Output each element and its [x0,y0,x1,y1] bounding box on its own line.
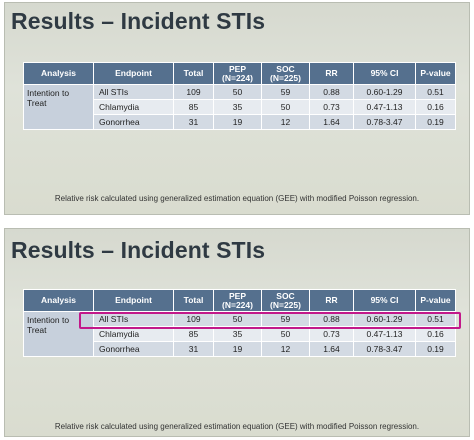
header-total: Total [173,289,214,312]
pep-cell: 35 [213,99,262,115]
header-soc: SOC (N=225) [261,62,310,85]
analysis-cell: Intention to Treat [23,84,94,130]
rr-cell: 0.73 [309,99,354,115]
table-row: Gonorrhea 31 19 12 1.64 0.78-3.47 0.19 [24,114,456,130]
pep-cell: 50 [213,84,262,100]
p-value-cell: 0.51 [415,311,456,327]
p-value-cell: 0.19 [415,114,456,130]
results-table: Analysis Endpoint Total PEP (N=224) SOC (N… [23,289,456,357]
total-cell: 31 [173,114,214,130]
endpoint-cell: All STIs [93,84,174,100]
total-cell: 109 [173,311,214,327]
header-ci: 95% CI [353,289,416,312]
header-rr: RR [309,62,354,85]
soc-cell: 59 [261,84,310,100]
soc-cell: 12 [261,114,310,130]
slide-title: Results – Incident STIs [11,8,266,34]
pep-cell: 19 [213,341,262,357]
slide-1: Results – Incident STIs Analysis Endpoin… [4,2,470,215]
header-analysis: Analysis [23,289,94,312]
soc-cell: 59 [261,311,310,327]
p-value-cell: 0.51 [415,84,456,100]
footnote: Relative risk calculated using generaliz… [54,194,420,203]
soc-cell: 50 [261,99,310,115]
total-cell: 31 [173,341,214,357]
endpoint-cell: Chlamydia [93,99,174,115]
slide-2: Results – Incident STIs Analysis Endpoin… [4,228,470,437]
table-row: Gonorrhea 31 19 12 1.64 0.78-3.47 0.19 [24,341,456,357]
table-row: Intention to Treat All STIs 109 50 59 0.… [23,84,456,130]
endpoint-cell: Gonorrhea [93,114,174,130]
soc-cell: 12 [261,341,310,357]
endpoint-cell: Chlamydia [93,326,174,342]
rr-cell: 1.64 [309,114,354,130]
p-value-cell: 0.19 [415,341,456,357]
rr-cell: 1.64 [309,341,354,357]
table-header-row: Analysis Endpoint Total PEP (N=224) SOC (N… [23,289,456,312]
results-table: Analysis Endpoint Total PEP (N=224) SOC (N… [23,62,456,130]
ci-cell: 0.47-1.13 [353,326,416,342]
ci-cell: 0.47-1.13 [353,99,416,115]
pep-cell: 50 [213,311,262,327]
ci-cell: 0.78-3.47 [353,114,416,130]
table-row: Intention to Treat All STIs 109 50 59 0.… [23,311,456,357]
rr-cell: 0.88 [309,84,354,100]
header-endpoint: Endpoint [93,62,174,85]
header-total: Total [173,62,214,85]
header-pep: PEP (N=224) [213,289,262,312]
header-pep: PEP (N=224) [213,62,262,85]
header-p-value: P-value [415,62,456,85]
endpoint-cell: Gonorrhea [93,341,174,357]
header-analysis: Analysis [23,62,94,85]
total-cell: 109 [173,84,214,100]
header-rr: RR [309,289,354,312]
total-cell: 85 [173,99,214,115]
total-cell: 85 [173,326,214,342]
header-ci: 95% CI [353,62,416,85]
header-p-value: P-value [415,289,456,312]
row-highlight-box [79,312,461,329]
header-soc: SOC (N=225) [261,289,310,312]
analysis-cell: Intention to Treat [23,311,94,357]
table-header-row: Analysis Endpoint Total PEP (N=224) SOC (N… [23,62,456,85]
p-value-cell: 0.16 [415,99,456,115]
ci-cell: 0.60-1.29 [353,84,416,100]
ci-cell: 0.78-3.47 [353,341,416,357]
pep-cell: 19 [213,114,262,130]
table-row: Chlamydia 85 35 50 0.73 0.47-1.13 0.16 [24,326,456,342]
slide-title: Results – Incident STIs [11,237,266,263]
header-endpoint: Endpoint [93,289,174,312]
footnote: Relative risk calculated using generaliz… [54,422,420,431]
